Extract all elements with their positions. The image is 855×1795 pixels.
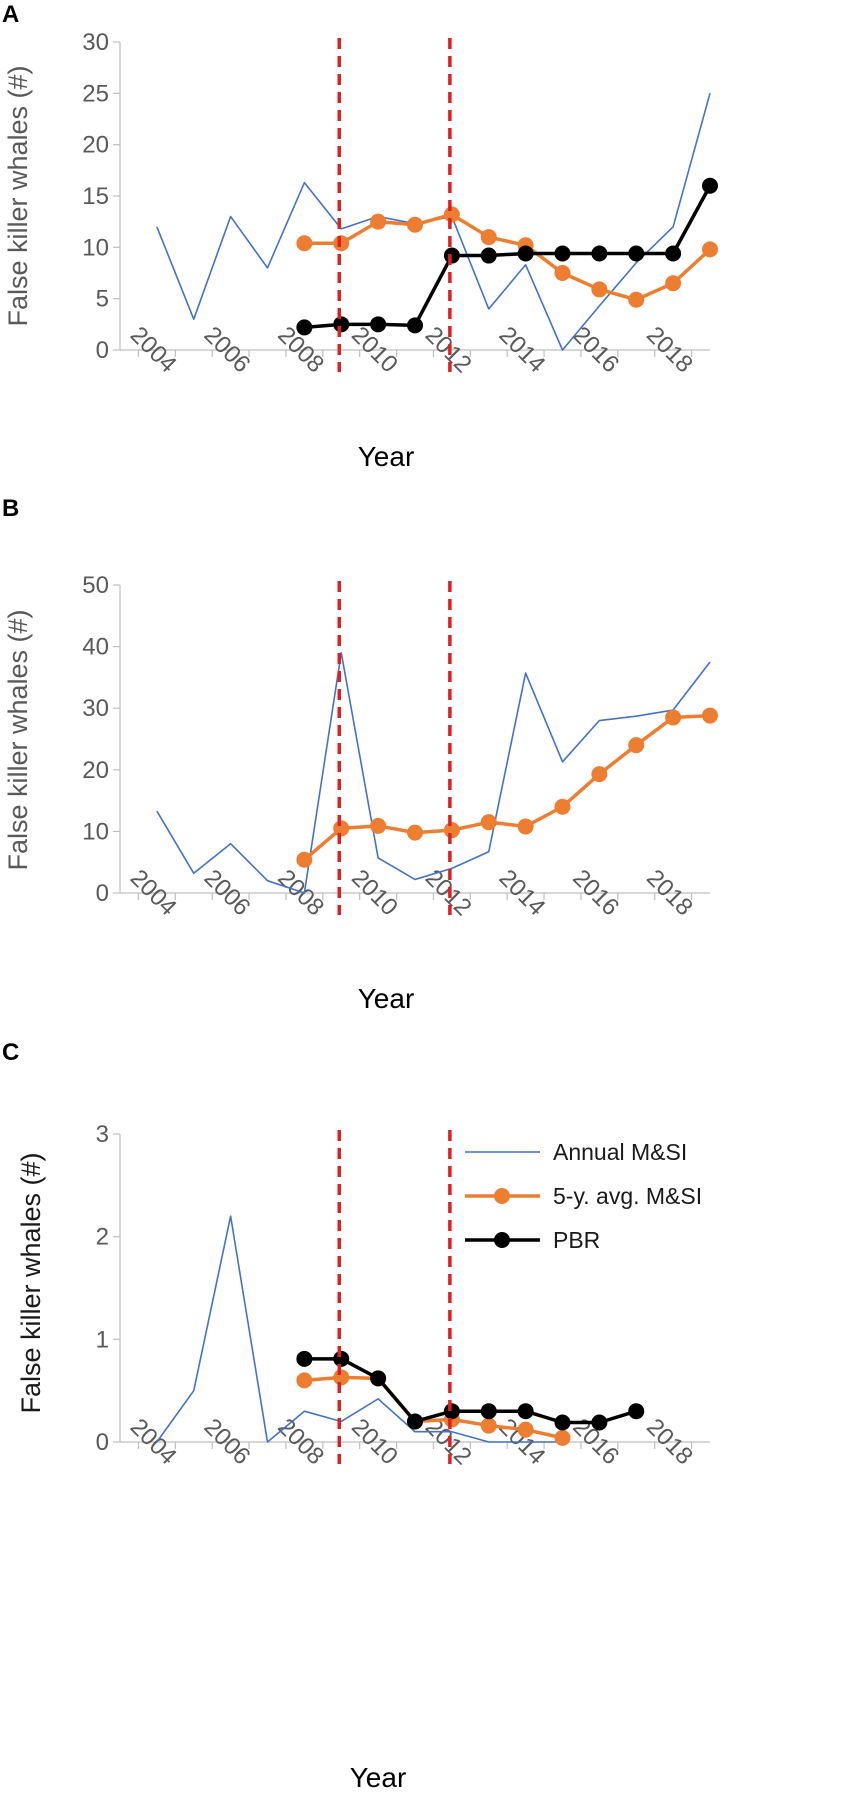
- data-point-avg: [628, 737, 645, 754]
- y-tick-label: 20: [82, 132, 109, 159]
- x-axis-label-a: Year: [358, 441, 415, 472]
- data-point-pbr: [628, 245, 645, 262]
- data-point-avg: [517, 818, 534, 835]
- legend-item-annual: Annual M&SI: [465, 1139, 687, 1165]
- data-point-avg: [333, 235, 350, 252]
- data-point-avg: [665, 709, 682, 726]
- y-tick-label: 15: [82, 183, 109, 210]
- y-tick-label: 20: [82, 757, 109, 784]
- y-tick-label: 25: [82, 80, 109, 107]
- y-tick-label: 10: [82, 818, 109, 845]
- data-point-pbr: [591, 245, 608, 262]
- data-point-avg: [407, 824, 423, 841]
- y-tick-label: 0: [96, 880, 109, 907]
- data-point-pbr: [517, 1403, 534, 1420]
- panel-b: B False killer whales (#) Year 0 10 20 30 40…: [2, 495, 718, 1014]
- data-point-pbr: [333, 1350, 350, 1367]
- x-axis-label-c: Year: [350, 1762, 407, 1793]
- y-axis-label-a: False killer whales (#): [3, 65, 33, 326]
- data-point-avg: [665, 275, 682, 292]
- y-tick-label: 50: [82, 572, 109, 599]
- panel-label-c: C: [2, 1039, 19, 1066]
- data-point-pbr: [443, 1403, 460, 1420]
- y-tick-label: 0: [96, 337, 109, 364]
- data-point-pbr: [517, 245, 534, 262]
- data-point-pbr: [407, 317, 423, 334]
- data-point-pbr: [333, 316, 350, 333]
- legend-label-annual: Annual M&SI: [553, 1139, 687, 1165]
- data-point-pbr: [554, 245, 571, 262]
- y-tick-label: 30: [82, 29, 109, 56]
- data-point-pbr: [443, 247, 460, 264]
- y-tick-label: 2: [96, 1224, 109, 1251]
- data-point-avg: [333, 820, 350, 837]
- y-tick-label: 40: [82, 634, 109, 661]
- data-point-pbr: [702, 177, 718, 194]
- data-point-pbr: [628, 1403, 645, 1420]
- y-tick-label: 5: [96, 286, 109, 313]
- data-point-avg: [296, 1372, 313, 1389]
- legend-marker-pbr: [494, 1232, 510, 1248]
- data-point-avg: [591, 281, 608, 298]
- legend-item-pbr: PBR: [465, 1227, 600, 1253]
- data-point-avg: [370, 213, 387, 230]
- data-point-pbr: [665, 245, 682, 262]
- legend-item-avg: 5-y. avg. M&SI: [465, 1183, 702, 1209]
- data-point-avg: [554, 798, 571, 815]
- data-point-avg: [554, 265, 571, 281]
- legend-marker-avg: [494, 1188, 510, 1204]
- data-point-avg: [628, 291, 645, 308]
- series-line-annual-c: [156, 1215, 563, 1443]
- y-tick-label: 3: [96, 1121, 109, 1148]
- legend: Annual M&SI 5-y. avg. M&SI PBR: [465, 1139, 702, 1253]
- series-line-pbr-a: [304, 184, 712, 330]
- series-line-annual-b: [156, 651, 711, 894]
- data-point-avg: [591, 766, 608, 783]
- data-point-pbr: [407, 1413, 423, 1430]
- data-point-pbr: [370, 1370, 387, 1387]
- data-point-avg: [517, 1421, 534, 1438]
- y-tick-label: 0: [96, 1429, 109, 1456]
- data-point-avg: [333, 1369, 350, 1386]
- data-point-avg: [702, 707, 718, 724]
- legend-label-avg: 5-y. avg. M&SI: [553, 1183, 702, 1209]
- x-axis-label-b: Year: [358, 983, 415, 1014]
- y-axis-label-b: False killer whales (#): [3, 609, 33, 870]
- data-point-pbr: [296, 1350, 313, 1367]
- data-point-avg: [480, 229, 497, 246]
- y-tick-label: 10: [82, 234, 109, 261]
- data-point-avg: [443, 206, 460, 223]
- data-point-pbr: [480, 247, 497, 264]
- legend-label-pbr: PBR: [553, 1227, 600, 1253]
- data-point-avg: [443, 822, 460, 839]
- panel-a: A False killer whales (#) Year 0 5 10 15 20 2…: [2, 1, 718, 472]
- panel-label-b: B: [2, 495, 19, 522]
- series-line-annual-a: [156, 93, 711, 351]
- data-point-avg: [407, 216, 423, 233]
- data-point-avg: [480, 1417, 497, 1434]
- data-point-avg: [702, 241, 718, 258]
- series-line-pbr-c: [304, 1357, 637, 1425]
- y-tick-label: 30: [82, 695, 109, 722]
- data-point-pbr: [480, 1403, 497, 1420]
- y-axis-label-c: False killer whales (#): [16, 1152, 46, 1413]
- data-point-pbr: [296, 319, 313, 336]
- data-point-pbr: [370, 316, 387, 333]
- data-point-pbr: [591, 1414, 608, 1431]
- data-point-avg: [480, 814, 497, 831]
- data-point-avg: [554, 1429, 571, 1446]
- data-point-avg: [370, 817, 387, 834]
- data-point-avg: [296, 235, 313, 252]
- data-point-pbr: [554, 1414, 571, 1431]
- data-point-avg: [296, 851, 313, 868]
- y-tick-label: 1: [96, 1326, 109, 1353]
- panel-label-a: A: [2, 1, 19, 28]
